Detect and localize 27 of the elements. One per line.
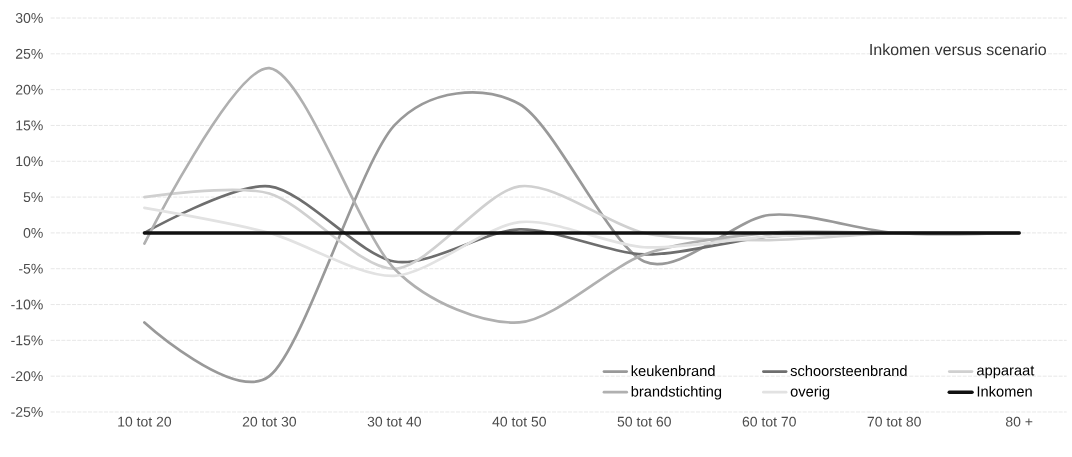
- x-tick-label: 50 tot 60: [617, 416, 671, 427]
- x-tick-label: 20 tot 30: [242, 416, 297, 427]
- x-tick-label: 80 +: [1005, 416, 1033, 427]
- y-tick-label: -5%: [19, 263, 43, 274]
- y-tick-label: 5%: [23, 192, 43, 203]
- legend-label: schoorsteenbrand: [790, 365, 907, 377]
- x-tick-label: 40 tot 50: [492, 416, 546, 427]
- y-tick-label: 0%: [23, 227, 43, 238]
- legend-label: Inkomen: [977, 385, 1032, 397]
- y-tick-label: -10%: [11, 299, 43, 310]
- y-tick-label: 25%: [15, 48, 43, 59]
- x-tick-label: 70 tot 80: [867, 416, 921, 427]
- x-tick-label: 10 tot 20: [118, 416, 172, 427]
- legend-label: overig: [790, 385, 830, 400]
- y-tick-label: 10%: [16, 156, 43, 167]
- y-tick-label: 15%: [16, 120, 43, 131]
- y-tick-label: -25%: [11, 407, 43, 417]
- y-tick-label: -20%: [11, 371, 43, 382]
- x-tick-label: 60 tot 70: [742, 416, 796, 427]
- y-tick-label: -15%: [11, 335, 43, 346]
- y-tick-label: 30%: [15, 13, 43, 23]
- legend-label: brandstichting: [631, 385, 722, 400]
- x-tick-label: 30 tot 40: [367, 416, 422, 427]
- text: Inkomen versus scenario: [870, 43, 1046, 56]
- y-tick-label: 20%: [15, 84, 43, 95]
- legend-label: keukenbrand: [631, 365, 715, 377]
- legend-label: apparaat: [977, 365, 1035, 379]
